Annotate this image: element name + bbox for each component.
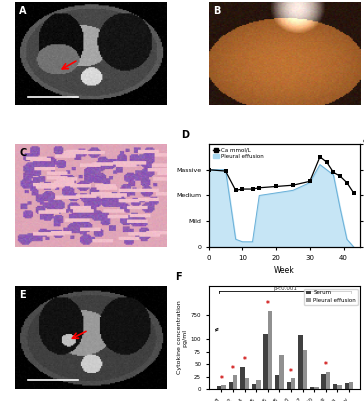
Text: A: A	[19, 6, 27, 16]
Bar	[275, 375, 280, 389]
Bar	[333, 384, 337, 389]
Bar	[291, 378, 296, 389]
Legend: Ca mmol/L, Pleural effusion: Ca mmol/L, Pleural effusion	[211, 147, 265, 160]
Text: C: C	[19, 148, 26, 158]
Bar	[233, 375, 237, 389]
X-axis label: Week: Week	[274, 266, 295, 275]
Bar	[286, 381, 291, 389]
Bar	[298, 335, 302, 389]
Bar	[245, 378, 249, 389]
Text: *: *	[289, 368, 293, 377]
Text: *: *	[219, 375, 223, 383]
Bar	[345, 383, 349, 389]
Text: Ca mmol/L: Ca mmol/L	[363, 138, 364, 143]
Bar	[349, 381, 353, 389]
Text: p<0.001: p<0.001	[273, 286, 297, 290]
Bar	[217, 387, 221, 389]
Bar	[252, 384, 256, 389]
Bar	[310, 387, 314, 389]
Bar	[268, 310, 272, 389]
Bar	[314, 387, 318, 389]
Bar	[280, 355, 284, 389]
Bar	[264, 334, 268, 389]
Bar	[229, 381, 233, 389]
Text: *: *	[243, 356, 246, 365]
Bar	[326, 372, 330, 389]
Text: E: E	[19, 290, 26, 300]
Y-axis label: Cytokine concentration
pg/ml: Cytokine concentration pg/ml	[177, 301, 188, 375]
Text: *: *	[324, 361, 328, 370]
Text: D: D	[181, 130, 189, 140]
Text: *: *	[266, 300, 270, 309]
Bar	[302, 350, 307, 389]
Bar	[240, 367, 245, 389]
Bar	[221, 385, 226, 389]
Text: F: F	[175, 272, 182, 282]
Bar	[256, 380, 261, 389]
Legend: Serum, Pleural effusion: Serum, Pleural effusion	[304, 289, 357, 305]
Text: *: *	[231, 365, 235, 374]
Bar	[337, 385, 342, 389]
Bar	[321, 374, 326, 389]
Text: B: B	[213, 6, 221, 16]
